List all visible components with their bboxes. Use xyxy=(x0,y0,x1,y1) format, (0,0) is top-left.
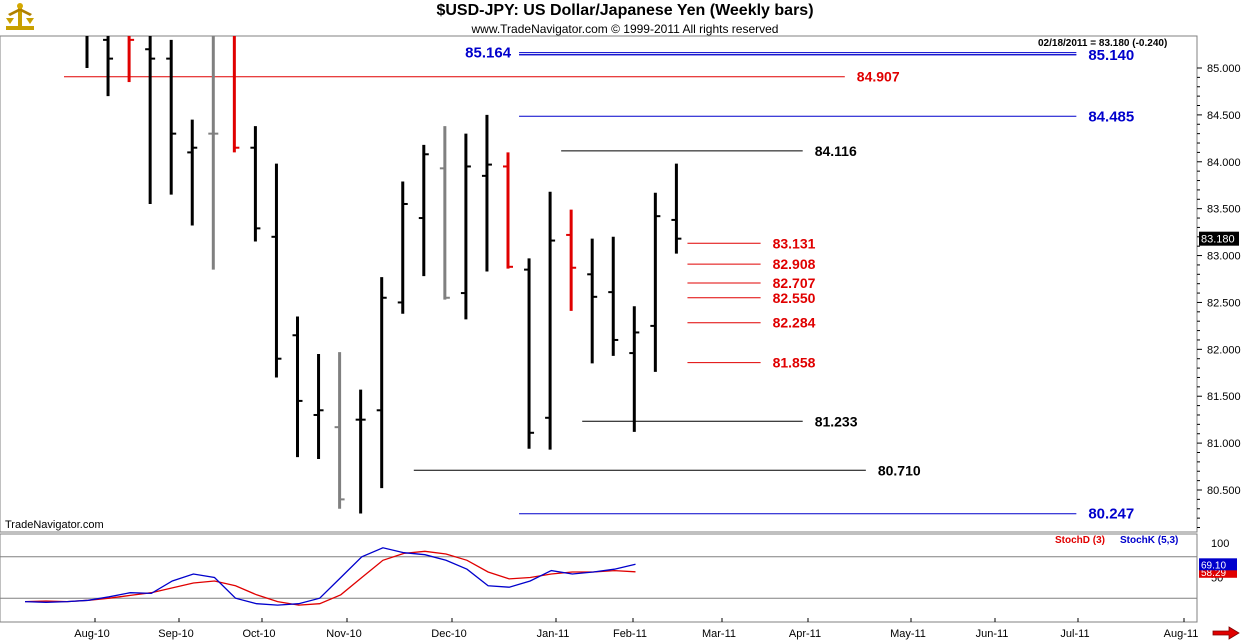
x-tick-label: Aug-11 xyxy=(1164,628,1199,640)
level-label: 85.164 xyxy=(465,45,512,62)
level-label: 85.140 xyxy=(1088,47,1134,64)
level-label: 84.485 xyxy=(1088,108,1134,125)
x-tick-label: Aug-10 xyxy=(74,628,109,640)
level-label: 82.908 xyxy=(773,256,816,272)
y-tick-label: 83.500 xyxy=(1207,204,1241,216)
level-lines: 85.164 85.140 84.907 84.485 84.116 83.131 82.9… xyxy=(64,45,1134,523)
stoch-line xyxy=(24,550,636,606)
date-axis: Aug-10 Sep-10 Oct-10 Nov-10 Dec-10 Jan-11 Feb-… xyxy=(74,618,1198,640)
stoch-panel-frame xyxy=(0,533,1198,623)
legend-stochd: StochD (3) xyxy=(1055,535,1105,546)
stoch-last-label: 69.10 xyxy=(1201,560,1226,571)
price-axis: 80.500 81.000 81.500 82.000 82.500 83.000 83.5… xyxy=(5,38,1241,531)
legend-stochk: StochK (5,3) xyxy=(1120,535,1178,546)
x-tick-label: Oct-10 xyxy=(242,628,275,640)
stoch-line xyxy=(24,547,636,606)
level-label: 84.907 xyxy=(857,69,900,85)
x-tick-label: Nov-10 xyxy=(326,628,361,640)
stoch-last-label: 58.29 xyxy=(1201,568,1226,579)
trade-navigator-logo-icon xyxy=(6,3,34,30)
last-price-label: 83.180 xyxy=(1201,234,1235,246)
level-label: 80.247 xyxy=(1088,506,1134,523)
ohlc-bars xyxy=(85,36,682,514)
x-tick-label: Feb-11 xyxy=(613,628,647,640)
y-tick-label: 83.000 xyxy=(1207,251,1241,263)
watermark-text: TradeNavigator.com xyxy=(5,519,104,531)
y-tick-label: 82.500 xyxy=(1207,297,1241,309)
y-tick-label: 84.500 xyxy=(1207,110,1241,122)
x-tick-label: Jan-11 xyxy=(537,628,570,640)
y-tick-label: 80.500 xyxy=(1207,485,1241,497)
x-tick-label: Dec-10 xyxy=(431,628,466,640)
level-label: 83.131 xyxy=(773,235,816,251)
stoch-y-tick-label: 100 xyxy=(1211,538,1229,550)
level-label: 81.233 xyxy=(815,413,858,429)
y-tick-label: 81.500 xyxy=(1207,391,1241,403)
x-tick-label: Jul-11 xyxy=(1060,628,1089,640)
scroll-right-arrow-icon[interactable] xyxy=(1211,626,1241,640)
last-price-box xyxy=(1199,231,1239,246)
level-label: 82.707 xyxy=(773,275,816,291)
x-tick-label: Sep-10 xyxy=(158,628,193,640)
level-label: 84.116 xyxy=(815,143,857,159)
y-tick-label: 82.000 xyxy=(1207,344,1241,356)
stoch-last-box xyxy=(1199,558,1237,571)
x-tick-label: May-11 xyxy=(890,628,926,640)
chart-subtitle: www.TradeNavigator.com © 1999-2011 All r… xyxy=(471,22,779,36)
y-tick-label: 81.000 xyxy=(1207,438,1241,450)
y-tick-label: 85.000 xyxy=(1207,63,1241,75)
y-tick-label: 84.000 xyxy=(1207,157,1241,169)
level-label: 80.710 xyxy=(878,462,921,478)
level-label: 82.284 xyxy=(773,315,816,331)
x-tick-label: Jun-11 xyxy=(976,628,1009,640)
x-tick-label: Apr-11 xyxy=(789,628,821,640)
level-label: 82.550 xyxy=(773,290,816,306)
quote-readout: 02/18/2011 = 83.180 (-0.240) xyxy=(1038,38,1167,49)
x-tick-label: Mar-11 xyxy=(702,628,736,640)
level-label: 81.858 xyxy=(773,355,816,371)
chart-title: $USD-JPY: US Dollar/Japanese Yen (Weekly… xyxy=(436,2,814,19)
